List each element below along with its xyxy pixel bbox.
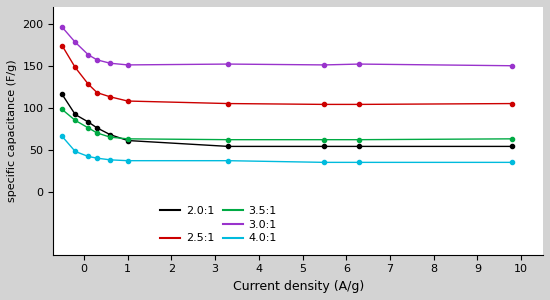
- X-axis label: Current density (A/g): Current density (A/g): [233, 280, 364, 293]
- Legend: 2.0:1, , 2.5:1, 3.5:1, 3.0:1, 4.0:1: 2.0:1, , 2.5:1, 3.5:1, 3.0:1, 4.0:1: [157, 202, 280, 247]
- Y-axis label: specific capacitance (F/g): specific capacitance (F/g): [7, 59, 17, 202]
